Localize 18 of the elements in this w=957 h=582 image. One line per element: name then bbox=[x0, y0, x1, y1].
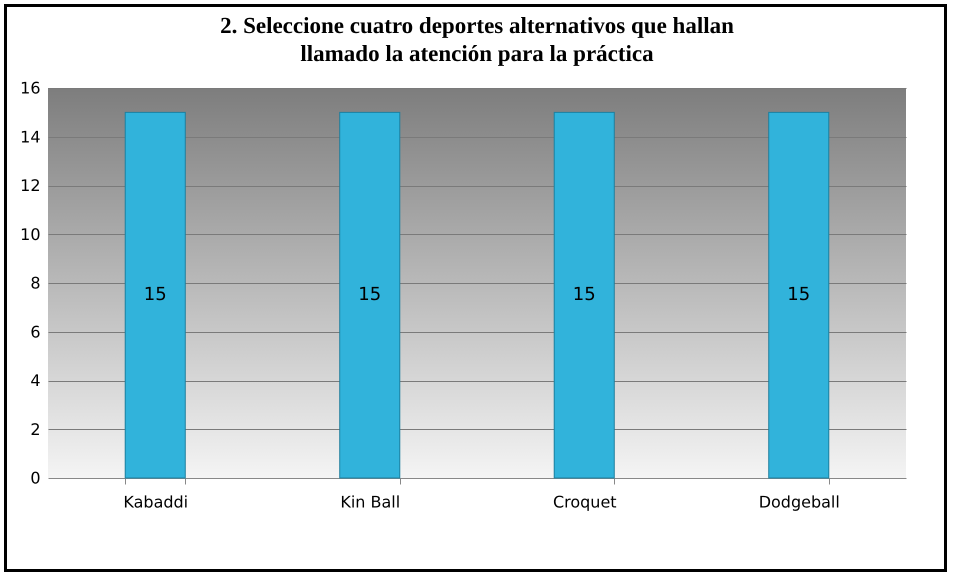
chart-title: 2. Seleccione cuatro deportes alternativos que hallan llamado la atención para la práctica bbox=[220, 13, 734, 66]
y-tick-label: 4 bbox=[30, 371, 40, 390]
data-label: 15 bbox=[787, 284, 810, 306]
data-label: 15 bbox=[572, 284, 596, 306]
y-tick-label: 10 bbox=[20, 224, 40, 244]
data-label: 15 bbox=[144, 284, 167, 306]
y-tick-label: 14 bbox=[20, 127, 40, 146]
y-tick-label: 12 bbox=[20, 176, 40, 195]
y-tick-label: 6 bbox=[30, 322, 40, 342]
x-tick-label: Kin Ball bbox=[340, 492, 400, 512]
x-tick-label: Dodgeball bbox=[758, 492, 840, 512]
y-tick-label: 0 bbox=[30, 468, 40, 488]
y-tick-label: 16 bbox=[20, 78, 40, 98]
x-tick-label: Kabaddi bbox=[123, 492, 188, 512]
y-tick-label: 8 bbox=[30, 274, 40, 292]
y-tick-label: 2 bbox=[30, 420, 40, 439]
x-tick-label: Croquet bbox=[552, 492, 617, 512]
data-label: 15 bbox=[358, 284, 382, 306]
